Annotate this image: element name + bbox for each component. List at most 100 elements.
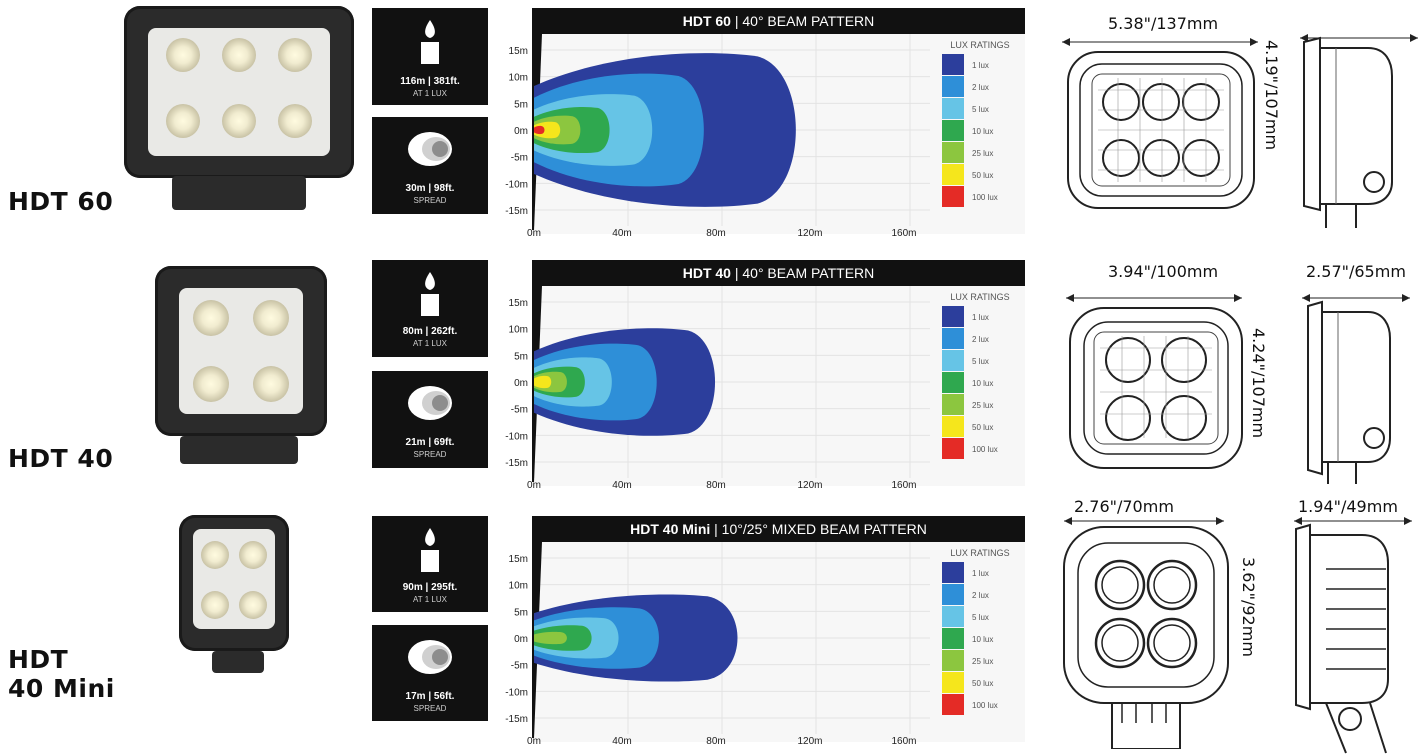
- dimension-drawing-front: [1063, 526, 1229, 749]
- beam-contour-100lux: [534, 125, 545, 135]
- legend-swatch: [942, 120, 964, 141]
- legend-label: 100 lux: [972, 445, 998, 454]
- x-tick-label: 40m: [612, 228, 631, 238]
- y-tick-label: 0m: [514, 634, 528, 645]
- legend-label: 25 lux: [972, 657, 993, 666]
- y-tick-label: 0m: [514, 378, 528, 389]
- dimension-drawing-side: [1307, 300, 1391, 484]
- distance-stat: 80m | 262ft. AT 1 LUX: [372, 260, 488, 357]
- y-tick-label: 0m: [514, 126, 528, 137]
- product-row-hdt40: HDT 40 80m | 262ft. AT 1 LUX 21m | 69ft.…: [0, 250, 1421, 495]
- chart-title: HDT 40 Mini | 10°/25° MIXED BEAM PATTERN: [630, 521, 927, 537]
- legend-label: 100 lux: [972, 701, 998, 710]
- legend-swatch: [942, 372, 964, 393]
- legend-swatch: [942, 694, 964, 715]
- legend-swatch: [942, 628, 964, 649]
- beam-spread-icon: [408, 132, 452, 166]
- x-tick-label: 160m: [891, 228, 916, 238]
- legend-swatch: [942, 54, 964, 75]
- legend-label: 25 lux: [972, 401, 993, 410]
- y-tick-label: 15m: [509, 298, 528, 309]
- legend-swatch: [942, 98, 964, 119]
- chart-left-margin: [490, 542, 534, 738]
- legend-label: 1 lux: [972, 313, 989, 322]
- x-tick-label: 80m: [706, 736, 725, 746]
- legend-swatch: [942, 416, 964, 437]
- product-photo-hdt40: [155, 266, 327, 436]
- dimension-line-width: [1066, 294, 1242, 302]
- y-tick-label: -10m: [505, 431, 528, 442]
- dimension-drawing-front: [1069, 307, 1243, 469]
- y-tick-label: -15m: [505, 206, 528, 217]
- legend-label: 100 lux: [972, 193, 998, 202]
- y-tick-label: 10m: [509, 581, 528, 592]
- spread-stat: 17m | 56ft. SPREAD: [372, 625, 488, 721]
- legend-label: 50 lux: [972, 171, 993, 180]
- dimension-line-depth: [1302, 294, 1410, 302]
- product-photo-hdt60: [124, 6, 354, 178]
- x-tick-label: 0m: [527, 480, 541, 490]
- legend-swatch: [942, 306, 964, 327]
- y-tick-label: 5m: [514, 607, 528, 618]
- beam-pattern-chart: HDT 60 | 40° BEAM PATTERN 15m 10m 5m 0m -5m -1…: [490, 8, 1025, 238]
- legend-swatch: [942, 650, 964, 671]
- legend-label: 50 lux: [972, 423, 993, 432]
- spread-stat: 30m | 98ft. SPREAD: [372, 117, 488, 214]
- model-label: HDT 40 Mini: [8, 645, 115, 703]
- legend-label: 2 lux: [972, 335, 989, 344]
- legend-label: 1 lux: [972, 569, 989, 578]
- mount-bracket: [172, 176, 306, 210]
- legend-label: 50 lux: [972, 679, 993, 688]
- legend-label: 25 lux: [972, 149, 993, 158]
- product-row-hdt40-mini: HDT 40 Mini 90m | 295ft. AT 1 LUX 17m | …: [0, 495, 1421, 754]
- y-tick-label: 5m: [514, 99, 528, 110]
- legend-swatch: [942, 584, 964, 605]
- x-tick-label: 80m: [706, 480, 725, 490]
- dimension-width-label: 5.38"/137mm: [1108, 14, 1219, 33]
- dimension-drawing-side: [1303, 36, 1393, 228]
- chart-title: HDT 60 | 40° BEAM PATTERN: [683, 13, 875, 29]
- legend-label: 10 lux: [972, 635, 993, 644]
- legend-label: 2 lux: [972, 83, 989, 92]
- candle-icon: [421, 20, 439, 64]
- dimension-depth-label: 1.94"/49mm: [1298, 497, 1398, 516]
- legend-label: 1 lux: [972, 61, 989, 70]
- legend-label: 5 lux: [972, 357, 989, 366]
- legend-label: 5 lux: [972, 613, 989, 622]
- legend-swatch: [942, 606, 964, 627]
- legend-swatch: [942, 562, 964, 583]
- chart-left-margin: [490, 286, 534, 482]
- y-tick-label: 5m: [514, 351, 528, 362]
- x-tick-label: 120m: [797, 480, 822, 490]
- legend-label: 2 lux: [972, 591, 989, 600]
- dimension-line-width: [1064, 517, 1224, 525]
- beam-contour-25lux: [534, 631, 567, 645]
- chart-header: [532, 8, 1025, 34]
- x-tick-label: 80m: [706, 228, 725, 238]
- dimension-drawing-side: [1295, 523, 1389, 754]
- x-tick-label: 0m: [527, 736, 541, 746]
- candle-icon: [421, 528, 439, 572]
- product-row-hdt60: HDT 60 116m | 381ft. AT 1 LUX 30m | 98ft…: [0, 0, 1421, 245]
- beam-contour-50lux: [534, 121, 561, 139]
- legend-swatch: [942, 328, 964, 349]
- legend-title: LUX RATINGS: [950, 548, 1009, 558]
- legend-swatch: [942, 438, 964, 459]
- y-tick-label: 10m: [509, 73, 528, 84]
- dimension-width-label: 3.94"/100mm: [1108, 262, 1219, 281]
- dimension-height-label: 4.19"/107mm: [1262, 40, 1281, 151]
- legend-swatch: [942, 142, 964, 163]
- dimension-width-label: 2.76"/70mm: [1074, 497, 1174, 516]
- distance-stat: 116m | 381ft. AT 1 LUX: [372, 8, 488, 105]
- legend-title: LUX RATINGS: [950, 40, 1009, 50]
- chart-title: HDT 40 | 40° BEAM PATTERN: [683, 265, 875, 281]
- chart-header: [532, 516, 1025, 542]
- chart-header: [532, 260, 1025, 286]
- dimension-height-label: 4.24"/107mm: [1249, 328, 1268, 439]
- dimension-drawing-front: [1067, 51, 1255, 209]
- y-tick-label: 10m: [509, 325, 528, 336]
- x-tick-label: 120m: [797, 736, 822, 746]
- y-tick-label: -15m: [505, 714, 528, 725]
- x-tick-label: 40m: [612, 480, 631, 490]
- y-tick-label: 15m: [509, 554, 528, 565]
